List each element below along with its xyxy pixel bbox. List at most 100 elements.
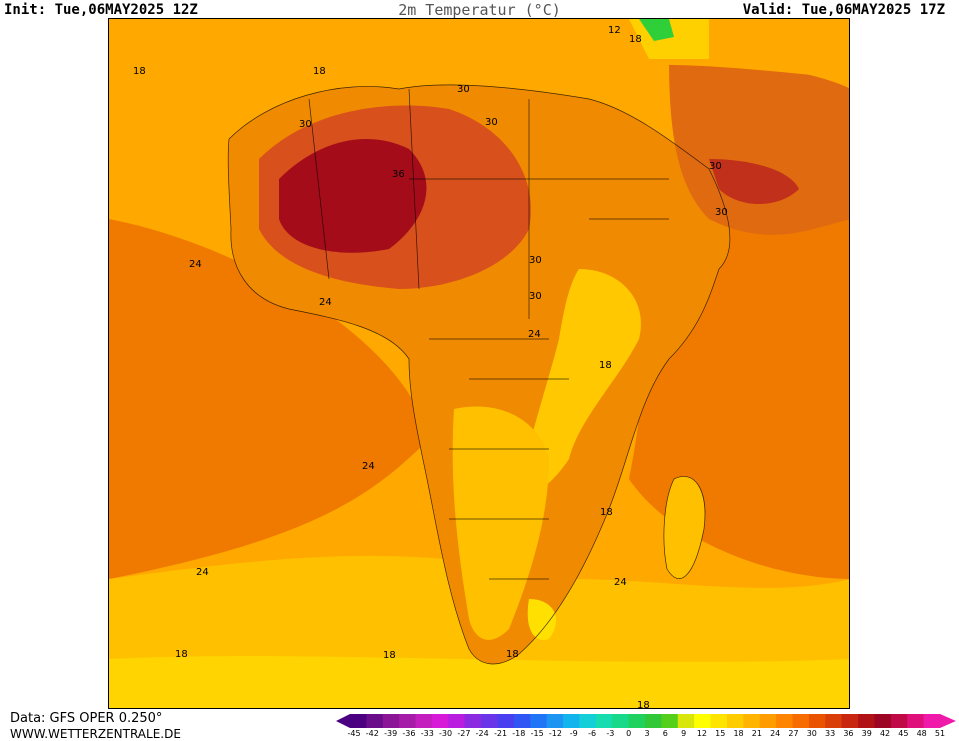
- colorbar-tick-label: -39: [384, 729, 398, 738]
- colorbar-swatch: [612, 714, 630, 728]
- website-credit: WWW.WETTERZENTRALE.DE: [10, 727, 181, 741]
- colorbar-tick-label: -36: [402, 729, 416, 738]
- colorbar-swatch: [513, 714, 531, 728]
- contour-label: 12: [608, 25, 621, 36]
- contour-label: 24: [319, 297, 332, 308]
- colorbar-tick-label: 45: [898, 729, 909, 738]
- temperature-map: 18 18 24 30 30 36 30 30 30 24 30 30 24 1…: [108, 18, 850, 709]
- data-source: Data: GFS OPER 0.250°: [10, 711, 163, 726]
- colorbar-swatch: [776, 714, 793, 728]
- colorbar-swatch: [645, 714, 662, 728]
- colorbar-swatch: [890, 714, 908, 728]
- contour-label: 18: [506, 649, 519, 660]
- colorbar-tick-label: -33: [420, 729, 434, 738]
- colorbar-swatch: [726, 714, 744, 728]
- colorbar-tick-label: -15: [530, 729, 544, 738]
- contour-label: 18: [313, 66, 326, 77]
- colorbar-tick-label: -12: [548, 729, 562, 738]
- colorbar-swatch: [431, 714, 449, 728]
- colorbar-tick-label: -45: [347, 729, 361, 738]
- colorbar-tick-label: 48: [916, 729, 927, 738]
- colorbar-swatch: [481, 714, 498, 728]
- colorbar-tick-label: 9: [681, 729, 687, 738]
- contour-label: 30: [529, 291, 542, 302]
- colorbar-tick-label: -30: [439, 729, 453, 738]
- colorbar-tick-label: 12: [696, 729, 708, 738]
- colorbar-swatch: [694, 714, 712, 728]
- colorbar-tick-label: -9: [569, 729, 578, 738]
- colorbar-tick-label: 3: [644, 729, 650, 738]
- colorbar-swatch: [399, 714, 417, 728]
- colorbar-swatch: [874, 714, 892, 728]
- colorbar-tick-label: 24: [770, 729, 781, 738]
- colorbar-swatch: [595, 714, 613, 728]
- colorbar-swatch: [907, 714, 925, 728]
- colorbar-swatch: [382, 714, 400, 728]
- init-time: Init: Tue,06MAY2025 12Z: [4, 2, 198, 18]
- colorbar-tick-label: -42: [365, 729, 379, 738]
- colorbar-swatch: [808, 714, 826, 728]
- contour-label: 30: [457, 84, 470, 95]
- colorbar-tick-label: 15: [715, 729, 726, 738]
- colorbar-swatches: [336, 714, 956, 728]
- colorbar-tick-label: -6: [588, 729, 597, 738]
- colorbar-right-arrow: [940, 714, 956, 728]
- contour-label: 18: [629, 34, 642, 45]
- colorbar-swatch: [497, 714, 515, 728]
- contour-label: 30: [709, 161, 722, 172]
- colorbar-tick-label: 27: [788, 729, 799, 738]
- contour-label: 30: [715, 207, 728, 218]
- chart-title: 2m Temperatur (°C): [398, 1, 561, 19]
- colorbar-swatch: [530, 714, 548, 728]
- contour-label: 30: [299, 119, 312, 130]
- colorbar-swatch: [579, 714, 597, 728]
- colorbar-swatch: [759, 714, 777, 728]
- colorbar-tick-label: 0: [626, 729, 632, 738]
- contour-label: 30: [529, 255, 542, 266]
- valid-time: Valid: Tue,06MAY2025 17Z: [742, 2, 945, 18]
- colorbar-swatch: [415, 714, 433, 728]
- colorbar-tick-label: 51: [934, 729, 946, 738]
- colorbar-swatch: [464, 714, 482, 728]
- colorbar-left-arrow: [336, 714, 350, 728]
- colorbar-tick-label: -18: [512, 729, 526, 738]
- contour-label: 24: [362, 461, 375, 472]
- contour-label: 18: [383, 650, 396, 661]
- colorbar-swatch: [628, 714, 646, 728]
- colorbar-tick-label: 33: [825, 729, 836, 738]
- colorbar-swatch: [858, 714, 875, 728]
- colorbar-swatch: [350, 714, 367, 728]
- contour-label: 18: [637, 700, 650, 709]
- contour-label: 30: [485, 117, 498, 128]
- contour-label: 24: [196, 567, 209, 578]
- colorbar: [336, 713, 956, 733]
- colorbar-swatch: [923, 714, 941, 728]
- colorbar-tick-label: 30: [806, 729, 817, 738]
- colorbar-tick-label: 39: [861, 729, 872, 738]
- contour-label: 18: [175, 649, 188, 660]
- contour-label: 36: [392, 169, 405, 180]
- contour-label: 24: [528, 329, 541, 340]
- colorbar-swatch: [677, 714, 695, 728]
- colorbar-swatch: [841, 714, 859, 728]
- contour-label: 18: [600, 507, 613, 518]
- colorbar-tick-label: 42: [879, 729, 891, 738]
- map-canvas: [109, 19, 849, 708]
- colorbar-swatch: [366, 714, 384, 728]
- contour-label: 18: [133, 66, 146, 77]
- contour-label: 24: [189, 259, 202, 270]
- colorbar-swatch: [743, 714, 761, 728]
- colorbar-swatch: [825, 714, 843, 728]
- colorbar-swatch: [546, 714, 564, 728]
- colorbar-tick-label: 36: [843, 729, 854, 738]
- contour-label: 24: [614, 577, 627, 588]
- colorbar-ticks: -45 -42 -39 -36 -33 -30 -27 -24 -21 -18 -15 -12 -9 -6…: [336, 729, 956, 741]
- colorbar-tick-label: -27: [457, 729, 471, 738]
- contour-label: 18: [599, 360, 612, 371]
- colorbar-tick-label: -24: [475, 729, 489, 738]
- colorbar-swatch: [563, 714, 580, 728]
- colorbar-tick-label: 6: [662, 729, 668, 738]
- colorbar-tick-label: 18: [733, 729, 744, 738]
- colorbar-swatch: [661, 714, 679, 728]
- colorbar-swatch: [710, 714, 728, 728]
